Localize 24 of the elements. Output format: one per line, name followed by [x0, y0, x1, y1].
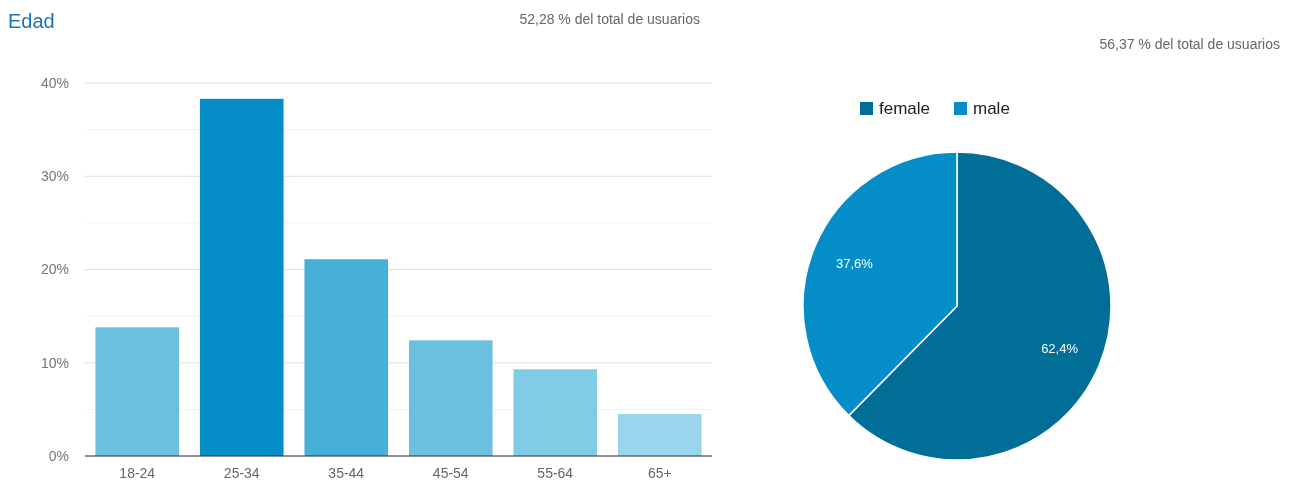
chart-title: Edad	[8, 10, 55, 32]
bar	[199, 98, 284, 456]
y-tick-label: 40%	[40, 74, 69, 91]
chart-subtitle: 52,28 % del total de usuarios	[519, 11, 700, 27]
bar	[617, 414, 702, 456]
bar	[304, 259, 389, 456]
x-tick-label: 35-44	[328, 465, 365, 481]
text: 56,37 % del total de usuarios	[1099, 36, 1280, 52]
data-label: 62,4%	[1041, 340, 1079, 356]
x-tick-label: 55-64	[537, 465, 574, 481]
y-tick-label: 20%	[40, 261, 69, 278]
legend-label: female	[879, 99, 931, 118]
y-tick-label: 0%	[48, 447, 69, 464]
x-tick-label: 45-54	[432, 465, 469, 481]
x-tick-label: 65+	[647, 465, 672, 481]
x-tick-label: 25-34	[223, 465, 260, 481]
x-tick-label: 18-24	[119, 465, 156, 481]
data-label: 37,6%	[835, 256, 874, 272]
legend-label: male	[973, 99, 1010, 118]
y-tick-label: 30%	[40, 168, 69, 185]
y-tick-label: 10%	[40, 354, 69, 371]
bar	[513, 369, 598, 456]
bar	[95, 327, 180, 456]
bar	[408, 340, 493, 456]
